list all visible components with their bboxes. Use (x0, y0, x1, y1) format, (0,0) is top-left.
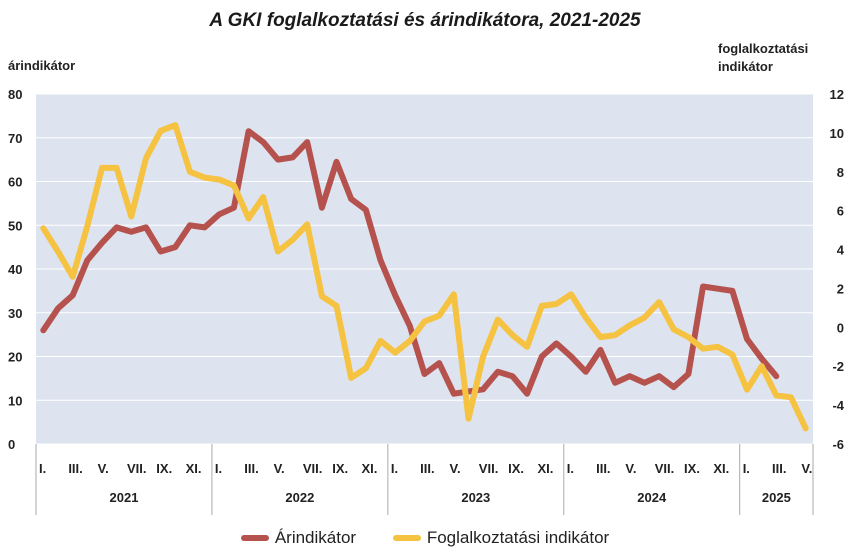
y-left-tick-label: 70 (8, 131, 22, 146)
legend-item-price: Árindikátor (240, 528, 357, 548)
legend: Árindikátor Foglalkoztatási indikátor (0, 526, 850, 548)
y-right-tick-label: -2 (832, 359, 844, 374)
y-left-tick-label: 50 (8, 218, 22, 233)
x-month-label: XI. (537, 461, 553, 476)
legend-swatch-price (240, 535, 269, 541)
x-month-label: IX. (156, 461, 172, 476)
x-month-label: I. (743, 461, 750, 476)
y-right-tick-label: 10 (830, 126, 844, 141)
y-right-tick-label: 4 (837, 243, 845, 258)
x-month-label: III. (244, 461, 258, 476)
x-year-label: 2025 (762, 490, 791, 505)
x-month-label: VII. (655, 461, 675, 476)
legend-item-employment: Foglalkoztatási indikátor (392, 528, 610, 548)
x-year-label: 2022 (285, 490, 314, 505)
x-month-label: III. (68, 461, 82, 476)
x-month-label: V. (98, 461, 109, 476)
x-month-label: V. (801, 461, 812, 476)
x-month-label: I. (39, 461, 46, 476)
y-left-tick-label: 10 (8, 393, 22, 408)
right-axis-title-line2: indikátor (718, 59, 773, 74)
y-right-tick-label: 0 (837, 320, 844, 335)
x-month-label: IX. (332, 461, 348, 476)
y-right-tick-label: 2 (837, 281, 844, 296)
x-month-label: VII. (479, 461, 499, 476)
left-axis-title: árindikátor (8, 58, 76, 73)
x-month-label: XI. (186, 461, 202, 476)
x-year-label: 2024 (637, 490, 667, 505)
x-month-label: III. (420, 461, 434, 476)
y-right-tick-label: 6 (837, 204, 844, 219)
y-left-tick-label: 30 (8, 306, 22, 321)
x-month-label: V. (274, 461, 285, 476)
series-line-price-indicator (40, 128, 780, 397)
legend-label-employment: Foglalkoztatási indikátor (426, 528, 610, 547)
x-year-label: 2023 (461, 490, 490, 505)
legend-label-price: Árindikátor (274, 528, 357, 547)
y-left-tick-label: 80 (8, 87, 22, 102)
y-right-tick-label: 8 (837, 165, 844, 180)
legend-swatch-employment (392, 535, 421, 541)
y-right-tick-label: -4 (832, 398, 844, 413)
x-month-label: VII. (127, 461, 147, 476)
y-left-tick-label: 20 (8, 350, 22, 365)
series-line-employment-indicator (40, 122, 809, 432)
x-month-label: XI. (713, 461, 729, 476)
x-year-label: 2021 (110, 490, 139, 505)
x-month-label: III. (772, 461, 786, 476)
x-month-label: III. (596, 461, 610, 476)
x-month-label: IX. (508, 461, 524, 476)
y-right-tick-label: -6 (832, 437, 844, 452)
y-right-tick-label: 12 (830, 87, 844, 102)
y-left-tick-label: 0 (8, 437, 15, 452)
x-month-label: V. (449, 461, 460, 476)
y-left-tick-label: 60 (8, 175, 22, 190)
y-left-tick-label: 40 (8, 262, 22, 277)
right-axis-title-line1: foglalkoztatási (718, 41, 809, 56)
x-month-label: IX. (684, 461, 700, 476)
x-month-label: I. (391, 461, 398, 476)
x-month-label: XI. (362, 461, 378, 476)
chart-title: A GKI foglalkoztatási és árindikátora, 2… (209, 10, 641, 31)
x-month-label: V. (625, 461, 636, 476)
x-month-label: VII. (303, 461, 323, 476)
right-axis-title: foglalkoztatási indikátor (718, 40, 808, 76)
x-month-label: I. (567, 461, 574, 476)
x-month-label: I. (215, 461, 222, 476)
